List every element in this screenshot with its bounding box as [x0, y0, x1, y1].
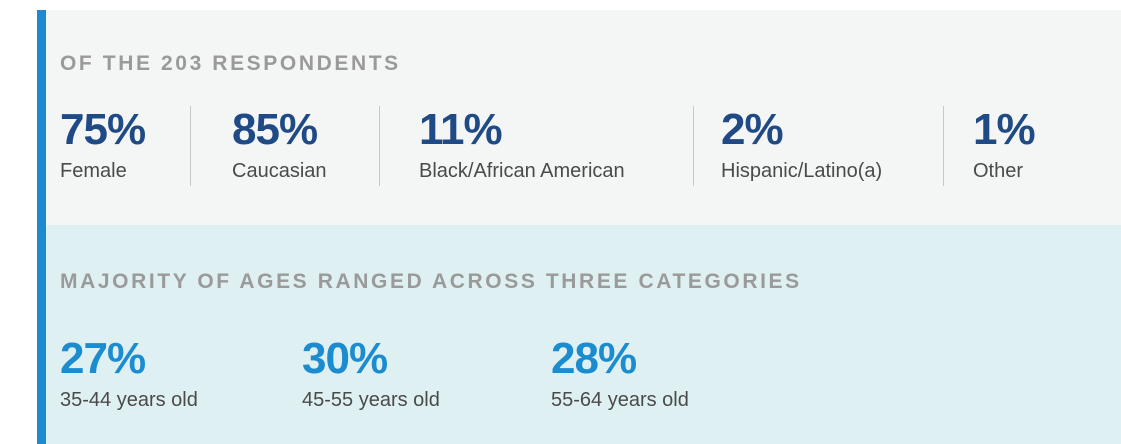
section-heading: MAJORITY OF AGES RANGED ACROSS THREE CAT… — [60, 270, 802, 293]
stat-value: 30% — [302, 334, 388, 383]
stat-label: Other — [973, 160, 1024, 182]
stat: 85% Caucasian — [232, 106, 327, 184]
stat-value: 75% — [60, 105, 146, 154]
stat: 75% Female — [60, 105, 146, 184]
stat-value: 27% — [60, 334, 146, 383]
stat-value: 85% — [232, 105, 318, 154]
stat: 27% 35-44 years old — [60, 335, 198, 413]
stat-label: Hispanic/Latino(a) — [721, 160, 883, 182]
stat: 28% 55-64 years old — [551, 335, 689, 413]
stat-label: 45-55 years old — [302, 389, 440, 411]
stat-label: Caucasian — [232, 160, 327, 182]
accent-bar — [37, 10, 46, 444]
stat-value: 11% — [419, 105, 503, 154]
stat-value: 2% — [721, 105, 784, 154]
divider — [943, 106, 944, 186]
stat: 1% Other — [973, 105, 1036, 184]
stat-label: Female — [60, 160, 127, 182]
stat: 11% Black/African American — [419, 106, 625, 184]
section-heading: OF THE 203 RESPONDENTS — [60, 52, 401, 75]
ages-panel: MAJORITY OF AGES RANGED ACROSS THREE CAT… — [46, 225, 1121, 444]
divider — [190, 106, 191, 186]
divider — [379, 106, 380, 186]
stat: 2% Hispanic/Latino(a) — [721, 106, 882, 184]
stat-value: 1% — [973, 105, 1036, 154]
stat-label: 55-64 years old — [551, 389, 689, 411]
stat-label: Black/African American — [419, 160, 625, 182]
stat-value: 28% — [551, 334, 637, 383]
respondents-panel: OF THE 203 RESPONDENTS 75% Female 85% Cauca… — [46, 10, 1121, 225]
stat: 30% 45-55 years old — [302, 335, 440, 413]
stat-label: 35-44 years old — [60, 389, 198, 411]
divider — [693, 106, 694, 186]
